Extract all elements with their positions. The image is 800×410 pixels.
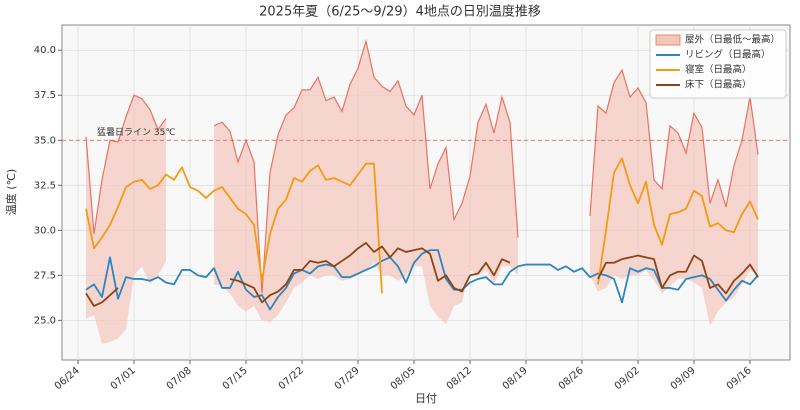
y-tick-label: 25.0 (34, 315, 56, 326)
x-tick-label: 09/09 (669, 365, 698, 392)
x-tick-label: 07/15 (221, 365, 250, 392)
legend-label: 寝室（日最高） (685, 64, 752, 76)
y-tick-label: 27.5 (34, 270, 56, 281)
series-line (85, 162, 383, 294)
x-tick-label: 08/19 (501, 365, 530, 392)
x-tick-label: 09/02 (613, 365, 642, 392)
max-line (85, 94, 167, 235)
y-axis-label: 温度 (℃) (4, 169, 18, 215)
y-tick-label: 40.0 (34, 45, 56, 56)
y-tick-label: 32.5 (34, 180, 56, 191)
series-line (597, 157, 759, 285)
series-line (85, 287, 119, 307)
legend-swatch (655, 34, 681, 46)
x-tick-label: 07/29 (333, 365, 362, 392)
series-line (229, 242, 511, 304)
legend-box (649, 29, 787, 99)
chart-title: 2025年夏（6/25〜9/29）4地点の日別温度推移 (259, 4, 541, 20)
reference-label: 猛暑日ライン 35℃ (97, 126, 175, 138)
y-tick-label: 37.5 (34, 90, 56, 101)
series-line (597, 254, 759, 295)
x-tick-label: 08/26 (557, 365, 586, 392)
legend-label: リビング（日最高） (685, 49, 771, 61)
legend-label: 床下（日最高） (685, 79, 752, 91)
y-tick-label: 35.0 (34, 135, 56, 146)
legend-label: 屋外（日最低〜最高） (685, 34, 780, 46)
x-tick-label: 09/16 (725, 365, 754, 392)
x-tick-label: 06/24 (53, 365, 82, 392)
max-line (589, 68, 759, 216)
x-tick-label: 07/22 (277, 365, 306, 392)
range-band (590, 70, 758, 326)
series-line (85, 249, 759, 311)
y-tick-label: 30.0 (34, 225, 56, 236)
x-tick-label: 08/12 (445, 365, 474, 392)
x-tick-label: 07/08 (165, 365, 194, 392)
x-tick-label: 07/01 (109, 365, 138, 392)
x-axis-label: 日付 (415, 392, 437, 405)
x-tick-label: 08/05 (389, 365, 418, 392)
max-line (213, 38, 519, 294)
